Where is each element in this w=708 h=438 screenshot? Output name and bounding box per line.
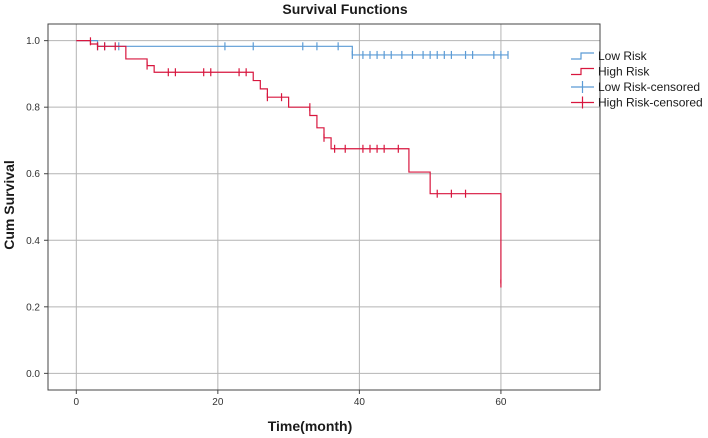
x-axis-ticks: 0 20 40 60 bbox=[74, 390, 507, 408]
y-tick-label: 1.0 bbox=[26, 36, 40, 47]
high-risk-survival-curve bbox=[76, 40, 502, 284]
legend-swatch-line bbox=[571, 52, 594, 60]
legend-swatch-censored bbox=[571, 96, 594, 109]
legend-label: High Risk bbox=[598, 65, 650, 79]
grid bbox=[48, 24, 600, 390]
x-axis-label: Time(month) bbox=[268, 418, 353, 434]
legend-swatch-line bbox=[571, 67, 594, 76]
x-tick-label: 40 bbox=[354, 397, 366, 408]
y-tick-label: 0.0 bbox=[26, 369, 40, 380]
y-tick-label: 0.8 bbox=[26, 103, 40, 114]
x-tick-label: 60 bbox=[495, 397, 507, 408]
low-risk-survival-curve bbox=[76, 40, 508, 56]
chart-title: Survival Functions bbox=[282, 1, 407, 17]
legend-label: High Risk-censored bbox=[598, 96, 703, 110]
legend-label: Low Risk bbox=[598, 49, 648, 63]
plot-frame bbox=[47, 23, 601, 391]
x-tick-label: 20 bbox=[212, 397, 224, 408]
y-tick-label: 0.4 bbox=[26, 236, 40, 247]
x-tick-label: 0 bbox=[74, 397, 80, 408]
y-axis-label: Cum Survival bbox=[1, 160, 17, 249]
legend-label: Low Risk-censored bbox=[598, 80, 700, 94]
y-axis-ticks: 0.0 0.2 0.4 0.6 0.8 1.0 bbox=[26, 36, 48, 380]
series-group bbox=[76, 37, 509, 288]
legend-swatch-censored bbox=[571, 81, 594, 93]
y-tick-label: 0.6 bbox=[26, 169, 40, 180]
y-tick-label: 0.2 bbox=[26, 302, 40, 313]
